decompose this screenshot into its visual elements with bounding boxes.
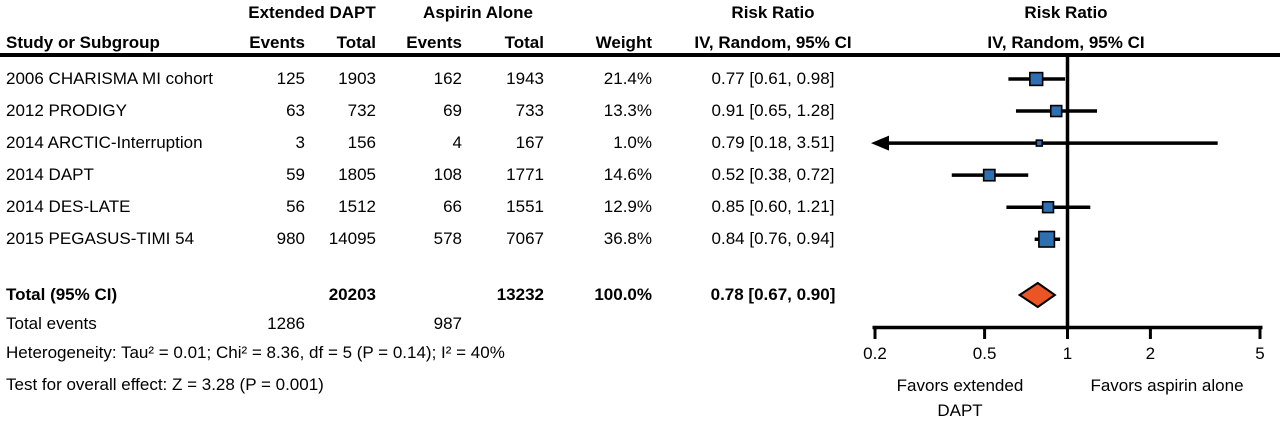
risk-ratio-ci: 0.84 [0.76, 0.94]: [711, 229, 835, 249]
study-name: 2015 PEGASUS-TIMI 54: [6, 229, 195, 249]
table-row: 2014 DAPT 59 1805 108 1771 14.6% 0.52 [0.38, 0…: [0, 164, 1280, 186]
risk-ratio-ci: 0.52 [0.38, 0.72]: [711, 165, 835, 185]
events-aspirin: 162: [433, 69, 462, 88]
total-row: Total (95% CI) 20203 13232 100.0% 0.78 […: [0, 284, 1280, 306]
total-events-label: Total events: [6, 314, 97, 333]
total-extended: 1903: [338, 69, 376, 88]
events-extended: 59: [286, 165, 305, 185]
table-row: 2014 DES-LATE 56 1512 66 1551 12.9% 0.85 [0.60…: [0, 196, 1280, 218]
axis-tick-label: 2: [1146, 344, 1155, 363]
risk-ratio-ci: 0.85 [0.60, 1.21]: [711, 197, 835, 217]
events-aspirin: 66: [443, 197, 462, 217]
weight: 36.8%: [603, 229, 652, 249]
risk-ratio-column-title: Risk Ratio: [731, 3, 815, 22]
risk-ratio-column-subtitle: IV, Random, 95% CI: [694, 33, 852, 52]
favors-left-line2: DAPT: [937, 401, 983, 420]
total-extended: 1512: [338, 197, 376, 217]
events-aspirin: 578: [433, 229, 462, 249]
total-aspirin: 13232: [496, 285, 544, 304]
events-aspirin: 4: [452, 133, 462, 153]
total-aspirin: 733: [515, 101, 544, 121]
column-group-aspirin-alone: Aspirin Alone: [423, 3, 533, 22]
column-header-events-aspirin: Events: [406, 33, 462, 52]
study-name: 2012 PRODIGY: [6, 101, 127, 121]
study-name: 2014 ARCTIC-Interruption: [6, 133, 203, 153]
events-extended: 980: [276, 229, 305, 249]
table-row: 2014 ARCTIC-Interruption 3 156 4 167 1.0% 0.79…: [0, 132, 1280, 154]
header-divider: [0, 53, 1280, 57]
events-aspirin: 108: [433, 165, 462, 185]
total-events-aspirin: 987: [433, 314, 462, 333]
favors-right-label: Favors aspirin alone: [1090, 376, 1244, 395]
risk-ratio-plot-title: Risk Ratio: [1024, 3, 1108, 22]
risk-ratio-ci: 0.79 [0.18, 3.51]: [711, 133, 835, 153]
column-header-total-aspirin: Total: [504, 33, 544, 52]
weight: 1.0%: [613, 133, 652, 153]
risk-ratio-plot-subtitle: IV, Random, 95% CI: [987, 33, 1145, 52]
favors-left-line1: Favors extended: [896, 376, 1024, 395]
weight: 12.9%: [603, 197, 652, 217]
total-extended: 156: [347, 133, 376, 153]
total-aspirin: 7067: [506, 229, 544, 249]
total-aspirin: 167: [515, 133, 544, 153]
events-extended: 3: [295, 133, 305, 153]
column-header-total-extended: Total: [336, 33, 376, 52]
total-weight: 100.0%: [594, 285, 652, 304]
total-extended: 14095: [328, 229, 376, 249]
total-aspirin: 1551: [506, 197, 544, 217]
total-aspirin: 1943: [506, 69, 544, 88]
column-header-weight: Weight: [595, 33, 652, 52]
axis-tick-label: 5: [1255, 344, 1264, 363]
axis-tick-label: 0.5: [973, 344, 997, 363]
column-group-extended-dapt: Extended DAPT: [248, 3, 376, 22]
total-events-row: Total events 1286 987: [0, 313, 1280, 335]
table-row: 2006 CHARISMA MI cohort 125 1903 162 1943 21.…: [0, 68, 1280, 90]
weight: 13.3%: [603, 101, 652, 121]
total-aspirin: 1771: [506, 165, 544, 185]
total-risk-ratio: 0.78 [0.67, 0.90]: [710, 285, 836, 304]
weight: 14.6%: [603, 165, 652, 185]
total-label: Total (95% CI): [6, 285, 118, 304]
study-name: 2014 DES-LATE: [6, 197, 131, 217]
events-extended: 63: [286, 101, 305, 121]
overall-effect-stats: Test for overall effect: Z = 3.28 (P = 0…: [6, 375, 324, 394]
weight: 21.4%: [603, 69, 652, 88]
axis-tick-label: 1: [1063, 344, 1072, 363]
axis-tick-label: 0.2: [863, 344, 887, 363]
column-header-events-extended: Events: [249, 33, 305, 52]
favors-left-label: Favors extended DAPT: [860, 373, 1060, 423]
total-extended: 1805: [338, 165, 376, 185]
risk-ratio-ci: 0.77 [0.61, 0.98]: [711, 69, 835, 88]
risk-ratio-ci: 0.91 [0.65, 1.28]: [711, 101, 835, 121]
study-name: 2014 DAPT: [6, 165, 94, 185]
table-row: 2012 PRODIGY 63 732 69 733 13.3% 0.91 [0.65, 1…: [0, 100, 1280, 122]
events-extended: 56: [286, 197, 305, 217]
table-row: 2015 PEGASUS-TIMI 54 980 14095 578 7067 36.8%…: [0, 228, 1280, 250]
study-name: 2006 CHARISMA MI cohort: [6, 69, 213, 88]
column-header-study: Study or Subgroup: [6, 33, 160, 52]
total-extended: 20203: [328, 285, 376, 304]
events-extended: 125: [276, 69, 305, 88]
heterogeneity-stats: Heterogeneity: Tau² = 0.01; Chi² = 8.36,…: [6, 343, 505, 362]
events-aspirin: 69: [443, 101, 462, 121]
total-events-extended: 1286: [267, 314, 305, 333]
total-extended: 732: [347, 101, 376, 121]
